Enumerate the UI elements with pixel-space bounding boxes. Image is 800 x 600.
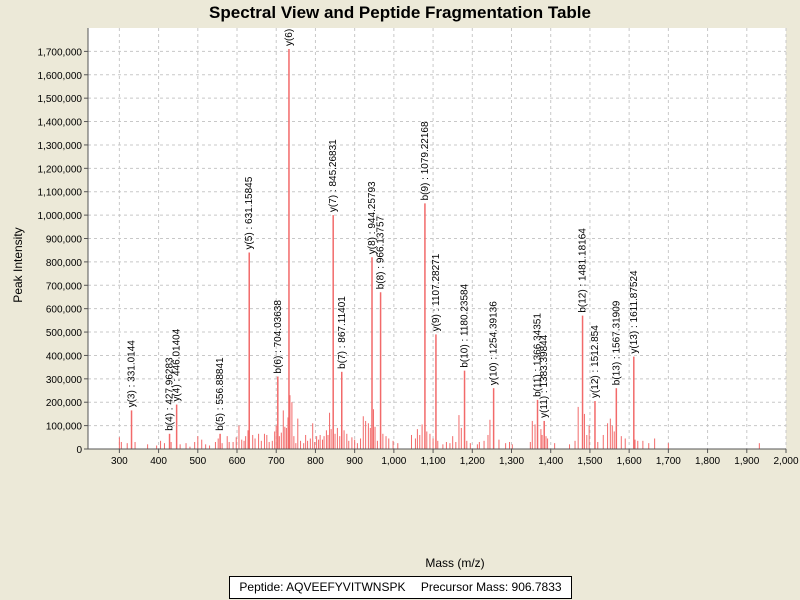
x-tick-label: 500 xyxy=(189,456,206,467)
y-tick-label: 1,600,000 xyxy=(38,71,83,82)
peptide-label: Peptide: AQVEEFYVITWNSPK xyxy=(239,580,406,594)
peak-label: b(9) : 1079.22168 xyxy=(420,121,431,200)
grid-layer xyxy=(88,28,787,449)
x-tick-label: 1,000 xyxy=(381,456,406,467)
peptide-info-box: Peptide: AQVEEFYVITWNSPK Precursor Mass:… xyxy=(229,576,572,599)
x-tick-label: 1,700 xyxy=(656,456,681,467)
peaks-layer xyxy=(118,49,760,449)
x-tick-label: 400 xyxy=(150,456,167,467)
x-tick-label: 900 xyxy=(346,456,363,467)
precursor-mass-label: Precursor Mass: 906.7833 xyxy=(420,580,562,594)
x-tick-label: 1,100 xyxy=(421,456,446,467)
spectrum-chart[interactable]: 0 100,000 200,000 300,000 400,000 500,000 600,… xyxy=(0,0,800,575)
y-tick-label: 800,000 xyxy=(46,258,83,269)
y-tick-label: 1,300,000 xyxy=(38,141,83,152)
y-tick-label: 500,000 xyxy=(46,328,83,339)
y-tick-label: 100,000 xyxy=(46,422,83,433)
y-axis-label: Peak Intensity xyxy=(11,227,25,302)
y-tick-label: 400,000 xyxy=(46,351,83,362)
x-tick-label: 300 xyxy=(111,456,128,467)
peak-label: b(4) : 427.96283 xyxy=(165,357,176,431)
y-tick-label: 0 xyxy=(76,445,82,456)
y-tick-label: 1,100,000 xyxy=(38,188,83,199)
peak-label: b(10) : 1180.23584 xyxy=(460,283,471,367)
x-tick-label: 800 xyxy=(307,456,324,467)
axes-layer: 0 100,000 200,000 300,000 400,000 500,000 600,… xyxy=(38,28,799,467)
peak-label: y(7) : 845.26831 xyxy=(328,139,339,212)
peak-label: b(8) : 966.13757 xyxy=(376,215,387,289)
peak-label: y(13) : 1611.87524 xyxy=(629,270,640,354)
x-axis-label: Mass (m/z) xyxy=(425,556,484,570)
y-tick-label: 700,000 xyxy=(46,281,83,292)
y-tick-label: 1,500,000 xyxy=(38,94,83,105)
peak-label: y(12) : 1512.854 xyxy=(590,325,601,398)
peak-label: b(6) : 704.03638 xyxy=(273,300,284,374)
peak-label: y(9) : 1107.28271 xyxy=(431,253,442,331)
y-tick-label: 1,000,000 xyxy=(38,211,83,222)
y-tick-label: 200,000 xyxy=(46,398,83,409)
peak-label: b(12) : 1481.18164 xyxy=(578,228,589,313)
peak-label: y(4) : 446.01404 xyxy=(172,328,183,401)
peak-label: y(11) : 1383.39844 xyxy=(539,334,550,418)
peak-label: y(10) : 1254.39136 xyxy=(489,301,500,385)
x-tick-label: 2,000 xyxy=(773,456,798,467)
peak-label: y(3) : 331.0144 xyxy=(127,340,138,408)
peak-label: y(8) : 944.25793 xyxy=(367,181,378,254)
x-tick-label: 1,200 xyxy=(460,456,485,467)
y-tick-label: 1,400,000 xyxy=(38,118,83,129)
peak-label: b(7) : 867.11401 xyxy=(337,296,348,369)
x-tick-label: 600 xyxy=(229,456,246,467)
x-tick-label: 700 xyxy=(268,456,285,467)
y-tick-label: 1,700,000 xyxy=(38,47,83,58)
y-tick-label: 300,000 xyxy=(46,375,83,386)
chart-title: Spectral View and Peptide Fragmentation … xyxy=(209,3,591,22)
peak-label: y(6) xyxy=(284,29,295,46)
y-tick-label: 900,000 xyxy=(46,235,83,246)
peak-label: b(11) : 1366.34351 xyxy=(533,313,544,397)
peak-label: b(13) : 1567.31909 xyxy=(611,300,622,385)
y-tick-label: 1,200,000 xyxy=(38,164,83,175)
x-tick-label: 1,800 xyxy=(695,456,720,467)
x-tick-label: 1,400 xyxy=(538,456,563,467)
x-tick-label: 1,300 xyxy=(499,456,524,467)
y-tick-label: 600,000 xyxy=(46,305,83,316)
x-tick-label: 1,500 xyxy=(577,456,602,467)
peak-label: y(5) : 631.15845 xyxy=(244,176,255,249)
x-tick-label: 1,900 xyxy=(734,456,759,467)
peak-label: b(5) : 556.88841 xyxy=(215,357,226,431)
x-tick-label: 1,600 xyxy=(617,456,642,467)
